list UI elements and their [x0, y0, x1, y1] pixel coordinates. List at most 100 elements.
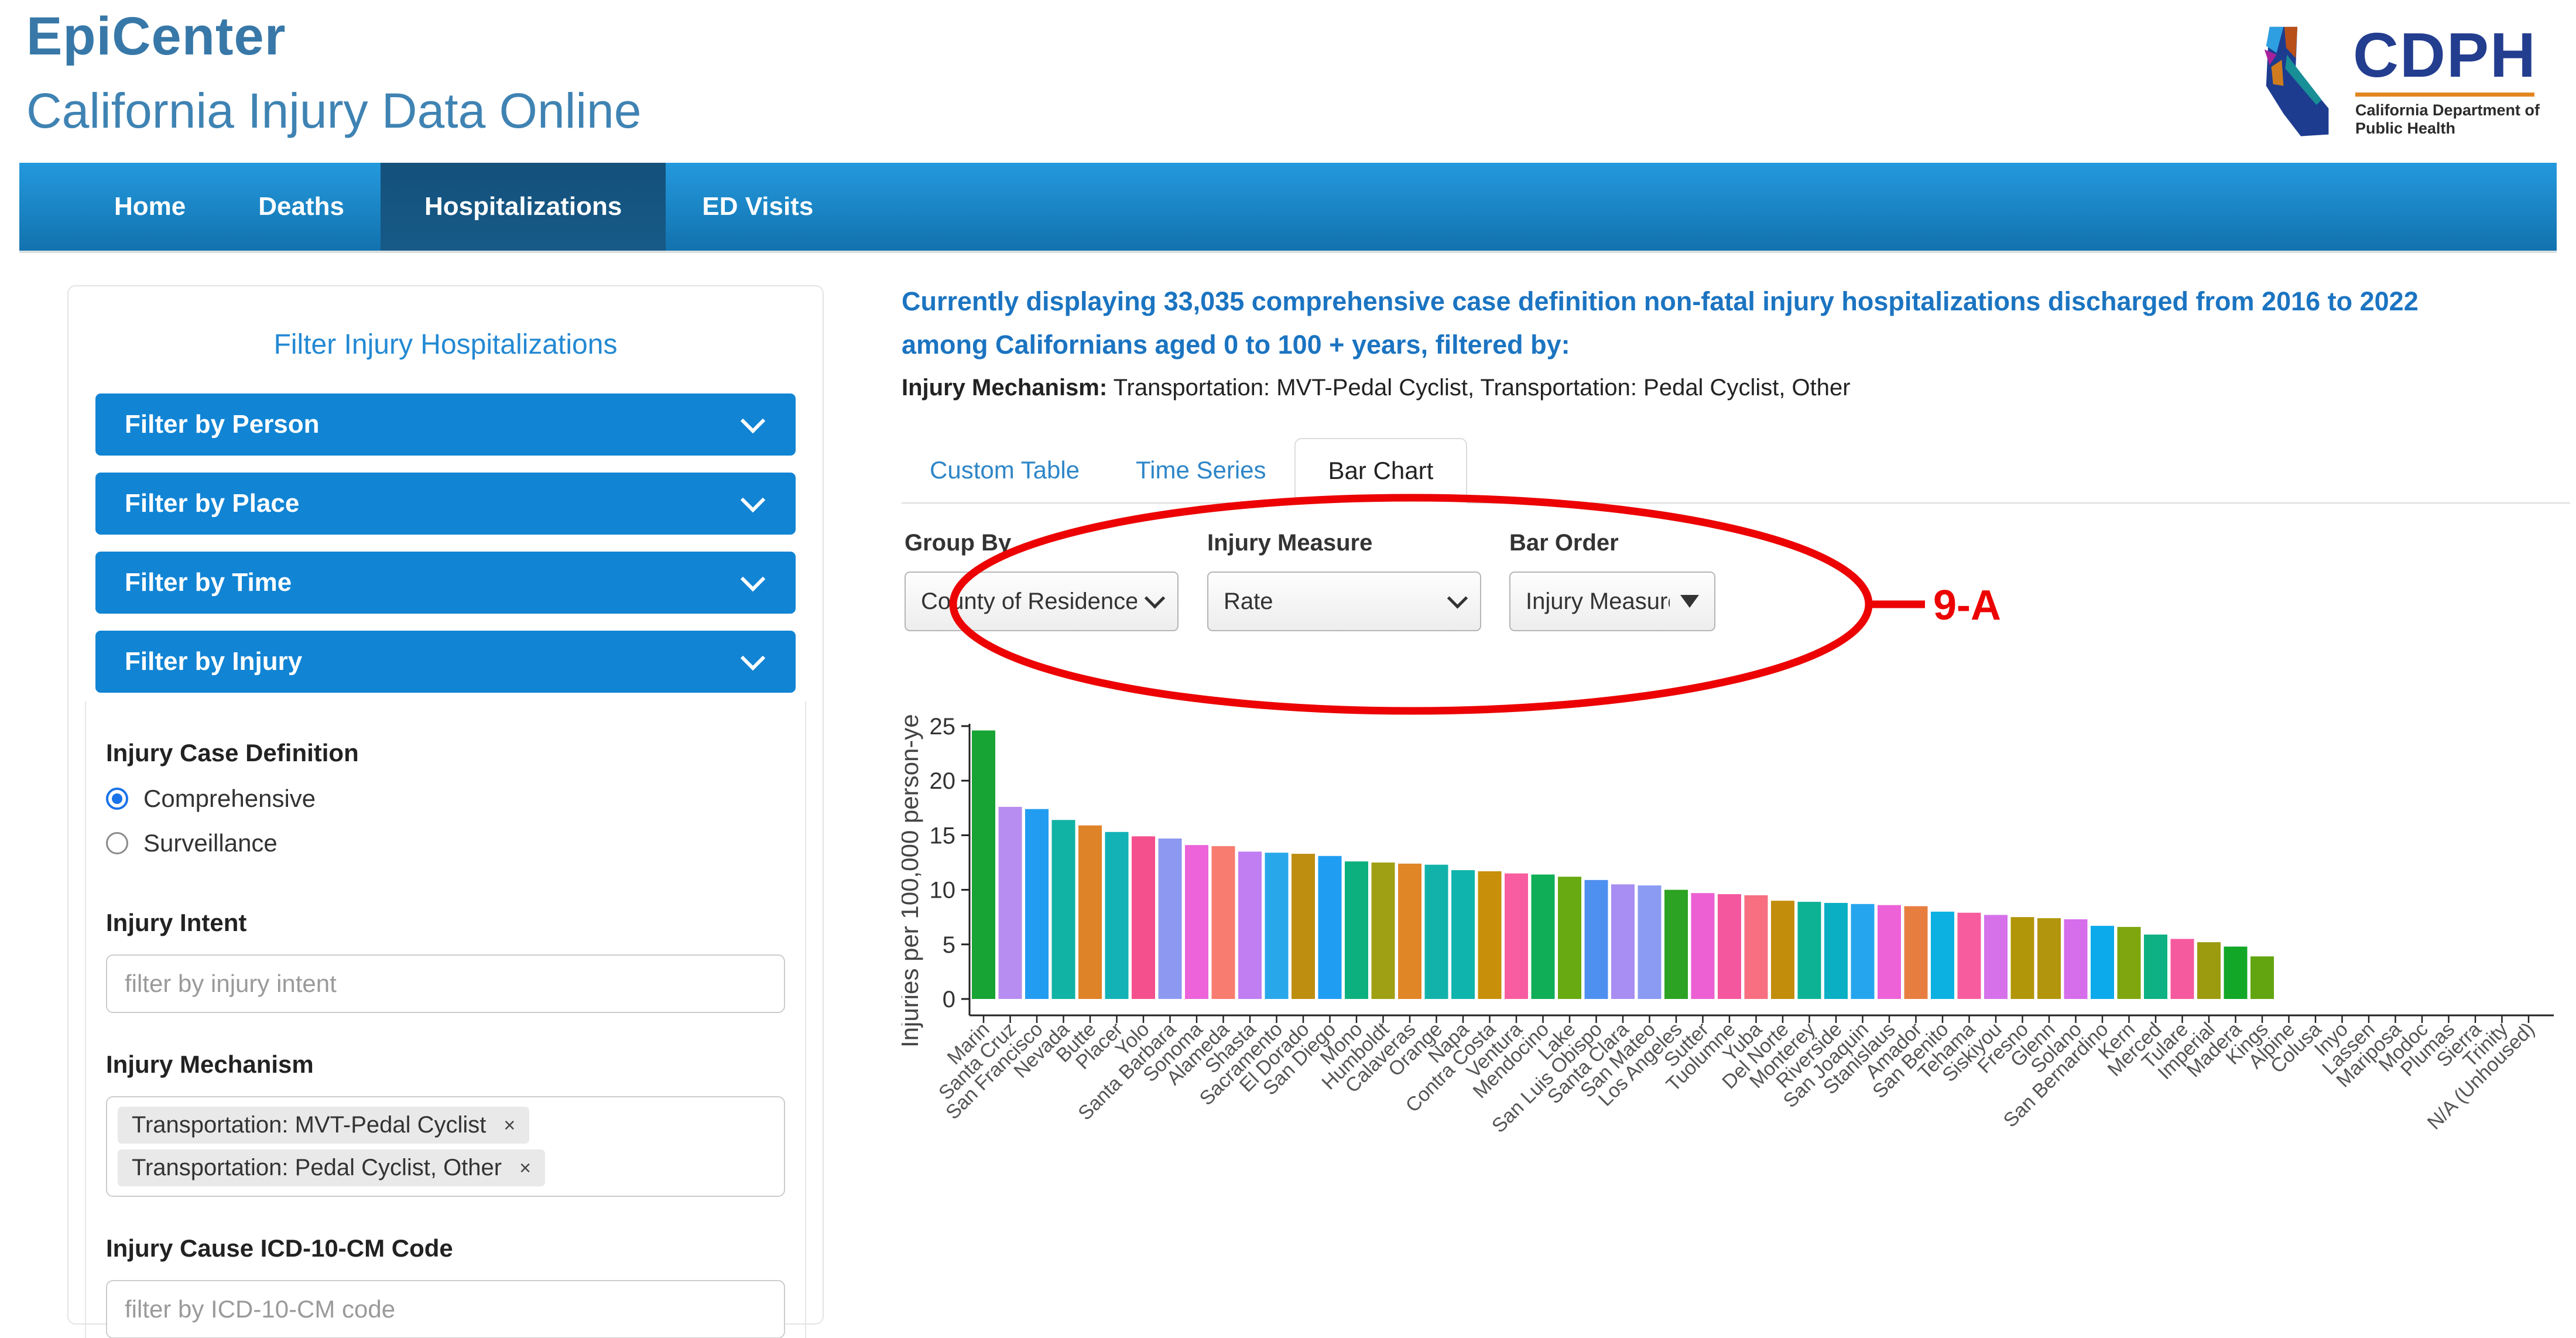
bar-placer[interactable] — [1105, 831, 1129, 999]
injury-mechanism-multiselect[interactable]: Transportation: MVT-Pedal Cyclist × Transp… — [106, 1096, 785, 1197]
bar-san-joaquin[interactable] — [1851, 904, 1875, 999]
bar-santa-barbara[interactable] — [1158, 838, 1182, 999]
bar-san-luis-obispo[interactable] — [1584, 880, 1608, 999]
radio-option-comprehensive[interactable]: Comprehensive — [106, 785, 785, 813]
applied-filter-value: Transportation: MVT-Pedal Cyclist, Trans… — [1107, 375, 1851, 401]
injury-measure-select[interactable]: Rate — [1207, 572, 1481, 631]
case-definition-label: Injury Case Definition — [106, 739, 359, 766]
chevron-down-icon — [740, 487, 766, 513]
bar-tehama[interactable] — [1957, 912, 1981, 999]
app-subtitle: California Injury Data Online — [26, 83, 642, 138]
accordion-filter-by-place[interactable]: Filter by Place — [95, 473, 796, 535]
radio-selected-icon[interactable] — [106, 788, 128, 810]
remove-tag-icon[interactable]: × — [503, 1114, 516, 1137]
bar-kern[interactable] — [2117, 926, 2141, 999]
bar-sutter[interactable] — [1691, 893, 1715, 999]
bar-kings[interactable] — [2250, 956, 2274, 999]
cdph-logo-rule — [2355, 93, 2535, 97]
bar-santa-cruz[interactable] — [998, 806, 1022, 999]
bar-shasta[interactable] — [1238, 851, 1262, 999]
radio-unselected-icon[interactable] — [106, 832, 128, 854]
bar-mono[interactable] — [1345, 861, 1368, 999]
cdph-logo-text: CDPH California Department of Public Hea… — [2353, 23, 2540, 138]
bar-del-norte[interactable] — [1771, 901, 1794, 999]
nav-item-home[interactable]: Home — [114, 192, 186, 221]
sidebar-title: Filter Injury Hospitalizations — [273, 329, 618, 360]
bar-mendocino[interactable] — [1531, 874, 1555, 999]
bar-ventura[interactable] — [1505, 873, 1528, 999]
bar-yolo[interactable] — [1132, 836, 1155, 999]
bar-san-bernardino[interactable] — [2091, 926, 2114, 999]
bar-fresno[interactable] — [2010, 917, 2034, 999]
y-tick-label: 20 — [930, 768, 956, 794]
bar-humboldt[interactable] — [1371, 863, 1395, 999]
bar-order-select[interactable]: Injury Measure — [1509, 572, 1715, 631]
filter-sidebar: Filter Injury Hospitalizations Filter by… — [67, 285, 824, 1338]
nav-item-hospitalizations[interactable]: Hospitalizations — [380, 163, 666, 251]
bar-los-angeles[interactable] — [1664, 889, 1688, 999]
bar-napa[interactable] — [1451, 870, 1475, 999]
tab-bar-chart[interactable]: Bar Chart — [1294, 438, 1468, 504]
selected-value: Injury Measure — [1526, 588, 1670, 614]
mechanism-tag: Transportation: MVT-Pedal Cyclist × — [118, 1107, 530, 1144]
bar-sonoma[interactable] — [1185, 845, 1208, 999]
y-tick-label: 25 — [930, 714, 956, 740]
bar-santa-clara[interactable] — [1611, 884, 1635, 999]
bar-orange[interactable] — [1424, 864, 1448, 999]
radio-option-surveillance[interactable]: Surveillance — [106, 829, 785, 857]
injury-intent-label: Injury Intent — [106, 909, 247, 936]
bar-tuolumne[interactable] — [1718, 894, 1741, 999]
bar-solano[interactable] — [2064, 919, 2088, 999]
applied-filter-line: Injury Mechanism: Transportation: MVT-Pe… — [902, 375, 1851, 401]
mechanism-tag-label: Transportation: Pedal Cyclist, Other — [132, 1155, 502, 1180]
bar-marin[interactable] — [972, 730, 995, 999]
annotation-overlay: 9-A — [949, 494, 2001, 715]
bar-butte[interactable] — [1078, 825, 1102, 999]
icd-code-input[interactable] — [106, 1280, 785, 1338]
accordion-label: Filter by Place — [125, 489, 300, 518]
bar-calaveras[interactable] — [1398, 863, 1421, 999]
bar-amador[interactable] — [1904, 906, 1928, 999]
accordion-filter-by-injury[interactable]: Filter by Injury — [95, 631, 796, 693]
tab-time-series[interactable]: Time Series — [1136, 456, 1266, 484]
nav-item-deaths[interactable]: Deaths — [258, 192, 344, 221]
bar-monterey[interactable] — [1797, 902, 1821, 999]
dropdown-label: Group By — [905, 530, 1012, 556]
bar-nevada[interactable] — [1051, 820, 1075, 999]
bar-madera[interactable] — [2224, 946, 2248, 999]
bar-tulare[interactable] — [2170, 939, 2194, 999]
bar-alameda[interactable] — [1211, 846, 1235, 999]
bar-chart: 0 5 10 15 20 25 Injuries per 100,000 person-ye… — [902, 714, 2554, 1137]
bar-sacramento[interactable] — [1265, 853, 1289, 999]
nav-item-ed-visits[interactable]: ED Visits — [702, 192, 814, 221]
annotation-ellipse — [949, 494, 1873, 715]
mechanism-tag-label: Transportation: MVT-Pedal Cyclist — [132, 1112, 487, 1138]
cdph-acronym: CDPH — [2352, 19, 2537, 90]
bar-contra-costa[interactable] — [1478, 871, 1502, 999]
bar-siskiyou[interactable] — [1984, 915, 2008, 999]
bar-yuba[interactable] — [1744, 895, 1768, 999]
bar-riverside[interactable] — [1824, 902, 1848, 999]
bar-lake[interactable] — [1558, 877, 1581, 999]
bar-glenn[interactable] — [2037, 918, 2061, 999]
accordion-filter-by-person[interactable]: Filter by Person — [95, 393, 796, 456]
bar-san-benito[interactable] — [1931, 911, 1954, 999]
chevron-down-icon — [740, 408, 766, 434]
results-summary: Currently displaying 33,035 comprehensiv… — [902, 286, 2419, 360]
injury-intent-input[interactable] — [106, 954, 785, 1013]
bar-stanislaus[interactable] — [1878, 905, 1901, 999]
accordion-filter-by-time[interactable]: Filter by Time — [95, 552, 796, 614]
bar-merced[interactable] — [2144, 935, 2167, 999]
bar-imperial[interactable] — [2197, 942, 2221, 999]
bar-san-diego[interactable] — [1318, 856, 1342, 999]
bar-san-francisco[interactable] — [1025, 809, 1049, 999]
bar-san-mateo[interactable] — [1638, 885, 1662, 999]
bar-el-dorado[interactable] — [1292, 854, 1315, 999]
view-tabs: Custom Table Time Series Bar Chart — [902, 438, 2570, 504]
remove-tag-icon[interactable]: × — [519, 1156, 531, 1179]
accordion-label: Filter by Person — [125, 410, 320, 439]
selected-value: Rate — [1224, 588, 1273, 614]
tab-custom-table[interactable]: Custom Table — [930, 456, 1080, 484]
accordion-label: Filter by Time — [125, 568, 292, 597]
